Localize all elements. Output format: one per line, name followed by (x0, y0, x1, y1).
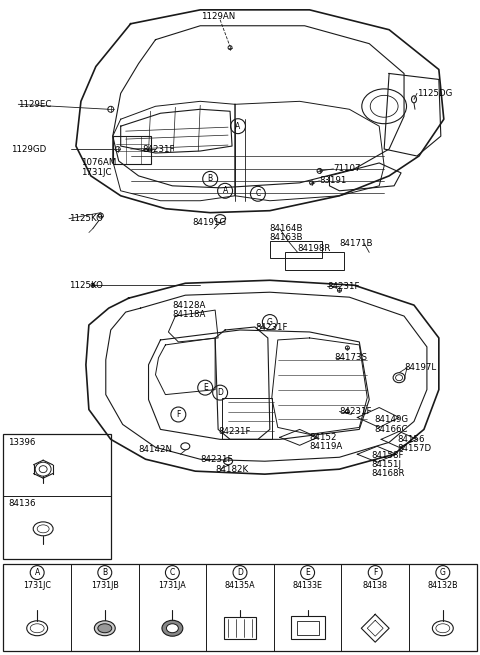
Bar (297, 622, 319, 635)
Text: G: G (440, 568, 446, 577)
Ellipse shape (98, 624, 112, 633)
Text: 84182K: 84182K (215, 464, 248, 474)
Text: 84197L: 84197L (404, 364, 436, 372)
Text: 84133E: 84133E (293, 581, 323, 590)
Bar (270, 240, 322, 259)
Text: 84163B: 84163B (270, 233, 303, 242)
Text: D: D (217, 388, 223, 397)
Text: 1125KO: 1125KO (69, 281, 103, 290)
Bar (291, 616, 324, 639)
Text: 84128A: 84128A (172, 301, 206, 310)
Text: 84231F: 84231F (339, 407, 372, 416)
Text: 84171B: 84171B (339, 239, 373, 248)
Bar (222, 398, 272, 440)
Text: 1731JC: 1731JC (81, 168, 111, 178)
Text: 1731JB: 1731JB (91, 581, 119, 590)
Text: 84198R: 84198R (298, 244, 331, 253)
Text: 84231F: 84231F (327, 282, 360, 291)
Text: 84231F: 84231F (143, 145, 175, 153)
Text: 84136: 84136 (8, 500, 36, 508)
Text: 84231F: 84231F (255, 324, 288, 333)
Text: E: E (305, 568, 310, 577)
Text: 1129AN: 1129AN (201, 12, 235, 22)
Text: 71107: 71107 (334, 164, 361, 174)
Text: 84168R: 84168R (371, 468, 405, 477)
Bar (3, 434, 111, 559)
Text: 84231F: 84231F (200, 455, 233, 464)
Text: G: G (267, 318, 273, 327)
Text: D: D (237, 568, 243, 577)
Text: B: B (102, 568, 108, 577)
Text: 84135A: 84135A (225, 581, 255, 590)
Bar (285, 252, 344, 271)
Text: 84142N: 84142N (139, 445, 173, 454)
Text: 84132B: 84132B (428, 581, 458, 590)
Text: 84138: 84138 (363, 581, 388, 590)
Text: 84149G: 84149G (374, 415, 408, 424)
Text: 84157D: 84157D (397, 444, 431, 453)
Text: 84158F: 84158F (371, 451, 404, 460)
Ellipse shape (162, 620, 183, 636)
Text: 1125KO: 1125KO (69, 214, 103, 223)
Text: 1076AM: 1076AM (81, 159, 116, 168)
Ellipse shape (167, 624, 179, 633)
Text: 84156: 84156 (397, 435, 425, 444)
Ellipse shape (95, 621, 115, 636)
Text: 84173S: 84173S (335, 353, 368, 362)
Text: 1129EC: 1129EC (18, 100, 52, 109)
Bar (3, 563, 477, 651)
Text: C: C (255, 189, 261, 198)
Text: 1731JA: 1731JA (158, 581, 186, 590)
Text: 1129GD: 1129GD (12, 145, 47, 153)
Text: 1731JC: 1731JC (23, 581, 51, 590)
Bar (113, 136, 151, 164)
Text: 84231F: 84231F (218, 427, 251, 436)
Text: 84191G: 84191G (192, 218, 227, 227)
Text: C: C (170, 568, 175, 577)
Bar (224, 617, 256, 639)
Text: 84166C: 84166C (374, 425, 408, 434)
Text: 84152: 84152 (310, 433, 337, 442)
Text: A: A (235, 122, 240, 130)
Text: A: A (35, 568, 40, 577)
Text: 83191: 83191 (320, 176, 347, 185)
Text: A: A (222, 186, 228, 195)
Text: B: B (208, 174, 213, 183)
Text: 84118A: 84118A (172, 310, 206, 318)
Text: 84164B: 84164B (270, 224, 303, 233)
Text: 84151J: 84151J (371, 460, 401, 469)
Text: E: E (203, 383, 207, 392)
Text: 84119A: 84119A (310, 442, 343, 451)
Text: F: F (373, 568, 377, 577)
Text: 13396: 13396 (8, 438, 36, 447)
Text: 1125DG: 1125DG (417, 89, 452, 98)
Text: F: F (176, 410, 180, 419)
